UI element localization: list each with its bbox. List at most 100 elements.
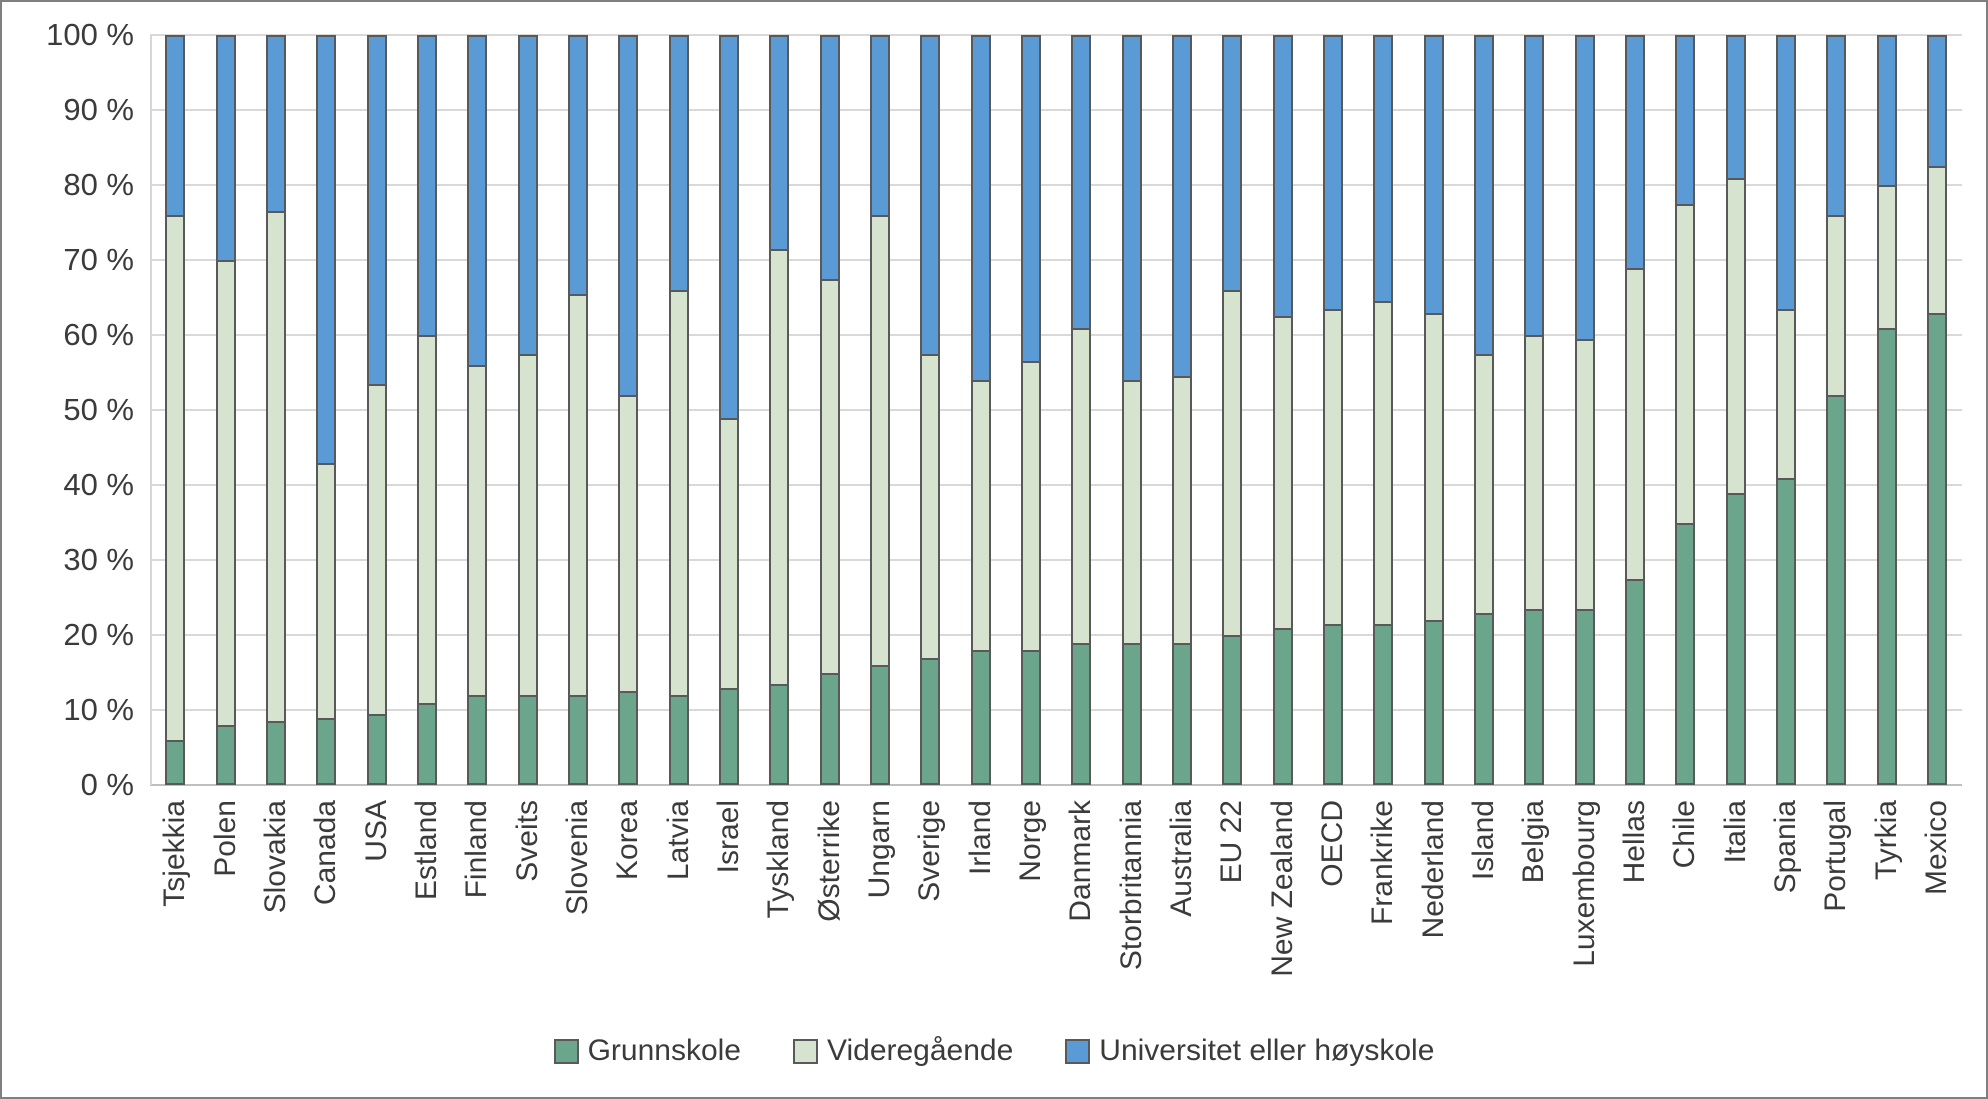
bar-segment-videreg-ende [869,215,890,665]
x-axis-label: Danmark [1064,800,1098,922]
bar-segment-universitet-eller-h-yskole [769,35,790,249]
bar-segment-grunnskole [1574,608,1595,785]
y-axis-tick-label: 0 % [80,767,134,802]
x-axis-label: Nederland [1416,800,1450,939]
y-axis-tick-label: 40 % [63,467,134,502]
bar-segment-grunnskole [1524,608,1545,785]
x-axis-label: Norge [1013,800,1047,882]
bar-segment-universitet-eller-h-yskole [1373,35,1394,302]
bar-segment-grunnskole [1373,623,1394,785]
bar-segment-universitet-eller-h-yskole [1071,35,1092,328]
bar-segment-universitet-eller-h-yskole [1926,35,1947,167]
bar-segment-grunnskole [1675,522,1696,785]
x-axis-label: Slovakia [258,800,292,914]
bar-segment-grunnskole [1322,623,1343,785]
bar-segment-grunnskole [1826,395,1847,785]
bar-segment-videreg-ende [567,293,588,695]
x-axis-label: Portugal [1819,800,1853,912]
gridline [150,709,1962,711]
legend-label-grunnskole: Grunnskole [587,1034,741,1067]
bar-segment-universitet-eller-h-yskole [618,35,639,395]
bar-segment-universitet-eller-h-yskole [265,35,286,212]
x-axis-label: Sverige [913,800,947,902]
x-axis-label: Sveits [510,800,544,882]
legend-item-grunnskole: Grunnskole [553,1034,741,1068]
x-axis-label: Polen [208,800,242,877]
bar-segment-universitet-eller-h-yskole [718,35,739,418]
x-axis-label: Australia [1164,800,1198,917]
legend-label-videregaende: Videregående [827,1034,1014,1067]
legend: Grunnskole Videregående Universitet elle… [2,1034,1986,1068]
bar-segment-grunnskole [1020,650,1041,785]
bar-segment-grunnskole [1171,642,1192,785]
x-axis-label: New Zealand [1265,800,1299,977]
bar-segment-videreg-ende [769,248,790,684]
y-axis-tick-label: 100 % [46,17,134,52]
bar-segment-universitet-eller-h-yskole [567,35,588,294]
gridline [150,34,1962,36]
bar-segment-universitet-eller-h-yskole [1624,35,1645,268]
y-axis-tick-label: 90 % [63,92,134,127]
bar-segment-grunnskole [1222,635,1243,785]
bar-segment-grunnskole [819,672,840,785]
bar-segment-videreg-ende [970,380,991,650]
y-axis-line [150,35,152,785]
bar-segment-videreg-ende [920,353,941,658]
legend-swatch-grunnskole-icon [553,1038,579,1064]
x-axis-label: Luxembourg [1567,800,1601,967]
legend-item-universitet: Universitet eller høyskole [1065,1034,1434,1068]
bar-segment-universitet-eller-h-yskole [970,35,991,380]
x-axis-label: Spania [1768,800,1802,894]
bar-segment-videreg-ende [316,462,337,718]
x-axis-label: Latvia [661,800,695,881]
bar-segment-universitet-eller-h-yskole [1775,35,1796,309]
y-axis-tick-label: 10 % [63,692,134,727]
y-axis-tick-label: 70 % [63,242,134,277]
bar-segment-universitet-eller-h-yskole [1171,35,1192,377]
bar-segment-grunnskole [517,695,538,785]
legend-item-videregaende: Videregående [793,1034,1013,1068]
bar-segment-grunnskole [1121,642,1142,785]
bar-segment-grunnskole [215,725,236,785]
bar-segment-videreg-ende [1071,327,1092,643]
gridline [150,484,1962,486]
x-axis-label: USA [359,800,393,862]
x-axis-line [150,784,1962,786]
bar-segment-videreg-ende [1222,290,1243,635]
bar-segment-universitet-eller-h-yskole [1524,35,1545,335]
bar-segment-videreg-ende [366,383,387,714]
bar-segment-grunnskole [567,695,588,785]
bar-segment-universitet-eller-h-yskole [1222,35,1243,290]
gridline [150,259,1962,261]
bar-segment-videreg-ende [1926,166,1947,313]
x-axis-label: Østerrike [812,800,846,922]
bar-segment-universitet-eller-h-yskole [517,35,538,354]
x-axis-label: EU 22 [1215,800,1249,884]
bar-segment-grunnskole [1423,620,1444,785]
x-axis-label: Frankrike [1366,800,1400,926]
bar-segment-universitet-eller-h-yskole [1675,35,1696,204]
bar-segment-universitet-eller-h-yskole [869,35,890,215]
x-axis-label: Estland [409,800,443,901]
bar-segment-universitet-eller-h-yskole [1473,35,1494,354]
gridline [150,109,1962,111]
bar-segment-grunnskole [1775,477,1796,785]
legend-swatch-videregaende-icon [793,1038,818,1064]
x-axis-label: Belgia [1517,800,1551,884]
x-axis-label: Ungarn [862,800,896,899]
bar-segment-grunnskole [920,657,941,785]
bar-segment-grunnskole [1071,642,1092,785]
bar-segment-videreg-ende [215,260,236,725]
gridline [150,334,1962,336]
x-axis-label: Finland [460,800,494,899]
x-axis-label: OECD [1315,800,1349,887]
x-axis-label: Chile [1668,800,1702,869]
gridline [150,559,1962,561]
x-axis-label: Hellas [1617,800,1651,884]
bar-segment-grunnskole [1272,627,1293,785]
bar-segment-videreg-ende [165,215,186,740]
bar-segment-grunnskole [970,650,991,785]
bar-segment-grunnskole [869,665,890,785]
bar-segment-universitet-eller-h-yskole [668,35,689,290]
x-axis-label: Tyrkia [1869,800,1903,881]
